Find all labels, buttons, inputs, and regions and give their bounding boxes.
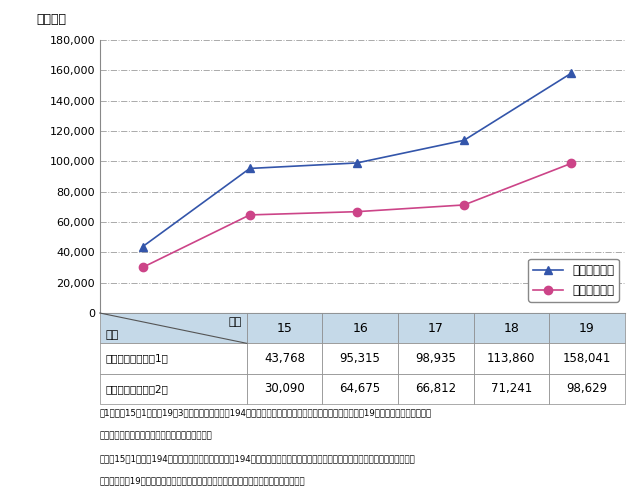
Text: 公安委員会・警察庁受理件数の合算である。: 公安委員会・警察庁受理件数の合算である。	[100, 432, 213, 440]
年間受理件数	[246, 166, 254, 172]
Bar	[323, 313, 398, 344]
Legend: 年間受理件数, 年間提供件数: 年間受理件数, 年間提供件数	[528, 259, 619, 302]
Bar	[100, 344, 247, 374]
Text: 注1：平成15年1月かも19年3月までは金融庁が、194月からは国家公安委員会・警察庁が受理した件数。19年は金融庁受理数と国家: 注1：平成15年1月かも19年3月までは金融庁が、194月からは国家公安委員会・…	[100, 408, 432, 418]
Bar	[549, 374, 625, 404]
Bar	[247, 374, 323, 404]
Text: 98,629: 98,629	[566, 382, 607, 396]
Text: 16: 16	[352, 322, 368, 334]
Text: 66,812: 66,812	[415, 382, 457, 396]
年間受理件数	[353, 160, 361, 166]
Text: 19年は金融庁提供件数と国家公安委員会・警察庁提供件数の合算である。: 19年は金融庁提供件数と国家公安委員会・警察庁提供件数の合算である。	[100, 477, 305, 486]
Bar	[473, 344, 549, 374]
Bar	[247, 344, 323, 374]
Bar	[473, 313, 549, 344]
Line: 年間受理件数: 年間受理件数	[138, 69, 575, 251]
Text: 19: 19	[579, 322, 595, 334]
Text: 15: 15	[277, 322, 292, 334]
Bar	[100, 374, 247, 404]
Bar	[323, 374, 398, 404]
年間受理件数	[460, 138, 468, 143]
Text: 113,860: 113,860	[487, 352, 536, 365]
Bar	[398, 313, 473, 344]
Bar	[398, 374, 473, 404]
Text: 71,241: 71,241	[491, 382, 532, 396]
Text: ２：15年1月から194月までは金融庁が警察庁へ、194月からは国家公安委員会・警察庁が搜査機関等へ提供した件数である。: ２：15年1月から194月までは金融庁が警察庁へ、194月からは国家公安委員会・…	[100, 454, 415, 463]
Bar	[549, 344, 625, 374]
Bar	[549, 313, 625, 344]
Text: 年間提供件数（注2）: 年間提供件数（注2）	[105, 384, 168, 394]
Text: 43,768: 43,768	[264, 352, 305, 365]
年間提供件数	[353, 208, 361, 214]
Text: 95,315: 95,315	[340, 352, 381, 365]
Bar	[473, 374, 549, 404]
Text: 年次: 年次	[228, 316, 242, 326]
年間受理件数	[139, 244, 147, 250]
Text: 18: 18	[504, 322, 519, 334]
Text: 98,935: 98,935	[415, 352, 456, 365]
Text: （件数）: （件数）	[37, 14, 67, 26]
年間提供件数	[139, 264, 147, 270]
Line: 年間提供件数: 年間提供件数	[138, 159, 575, 272]
年間提供件数	[246, 212, 254, 218]
年間提供件数	[567, 160, 575, 166]
Bar	[247, 313, 323, 344]
Text: 64,675: 64,675	[339, 382, 381, 396]
Text: 158,041: 158,041	[563, 352, 611, 365]
Bar	[100, 313, 247, 344]
Text: 区分: 区分	[105, 330, 118, 340]
Text: 年間受理件数（注1）: 年間受理件数（注1）	[105, 354, 168, 364]
Text: 30,090: 30,090	[264, 382, 305, 396]
Bar	[323, 344, 398, 374]
Bar	[398, 344, 473, 374]
年間受理件数	[567, 70, 575, 76]
年間提供件数	[460, 202, 468, 208]
Text: 17: 17	[428, 322, 444, 334]
